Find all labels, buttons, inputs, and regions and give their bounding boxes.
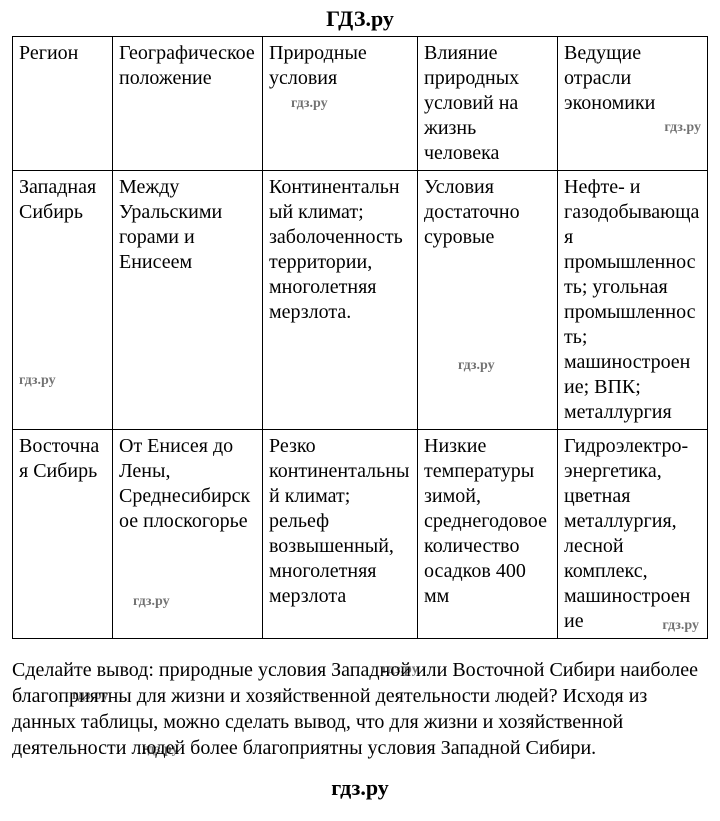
cell-influence: Низкие температуры зимой, среднегодовое … — [418, 430, 558, 639]
col-header-influence: Влияние природных условий на жизнь челов… — [418, 37, 558, 171]
table-header-row: Регион Географическое положение Природны… — [13, 37, 708, 171]
cell-influence: Условия достаточно суровые гдз.ру — [418, 171, 558, 430]
cell-text: Низкие температуры зимой, среднегодовое … — [424, 435, 547, 607]
watermark-text: гдз.ру — [662, 617, 699, 635]
cell-geo: От Енисея до Лены, Среднесибирское плоск… — [113, 430, 263, 639]
page-title: ГДЗ.ру — [12, 6, 708, 32]
cell-text: Гидроэлектро-энергетика, цветная металлу… — [564, 435, 690, 632]
cell-economy: Нефте- и газодобывающая промышленность; … — [558, 171, 708, 430]
conclusion-text: Сделайте вывод: природные условия Западн… — [12, 659, 698, 759]
col-header-label: Природные условия — [269, 42, 367, 89]
table-row: Западная Сибирь гдз.ру Между Уральскими … — [13, 171, 708, 430]
watermark-text: гдз.ру — [458, 357, 495, 375]
cell-text: Континентальный климат; заболоченность т… — [269, 176, 403, 323]
cell-text: Условия достаточно суровые — [424, 176, 520, 248]
col-header-nature: Природные условия гдз.ру — [263, 37, 418, 171]
cell-region: Восточная Сибирь — [13, 430, 113, 639]
cell-text: Резко континентальный климат; рельеф воз… — [269, 435, 409, 607]
cell-text: Между Уральскими горами и Енисеем — [119, 176, 222, 273]
col-header-region: Регион — [13, 37, 113, 171]
col-header-label: Влияние природных условий на жизнь челов… — [424, 42, 519, 164]
watermark-text: гдз.ру — [664, 119, 701, 137]
cell-text: От Енисея до Лены, Среднесибирское плоск… — [119, 435, 250, 532]
cell-geo: Между Уральскими горами и Енисеем — [113, 171, 263, 430]
cell-nature: Континентальный климат; заболоченность т… — [263, 171, 418, 430]
col-header-economy: Ведущие отрасли экономики гдз.ру — [558, 37, 708, 171]
footer-title: гдз.ру — [12, 775, 708, 801]
cell-nature: Резко континентальный климат; рельеф воз… — [263, 430, 418, 639]
cell-text: Западная Сибирь — [19, 176, 96, 223]
cell-text: Восточная Сибирь — [19, 435, 99, 482]
page-root: ГДЗ.ру Регион Географическое положение П… — [0, 0, 720, 821]
watermark-text: гдз.ру — [291, 95, 328, 113]
col-header-geo: Географическое положение — [113, 37, 263, 171]
cell-text: Нефте- и газодобывающая промышленность; … — [564, 176, 699, 423]
cell-region: Западная Сибирь гдз.ру — [13, 171, 113, 430]
col-header-label: Ведущие отрасли экономики — [564, 42, 655, 114]
col-header-label: Географическое положение — [119, 42, 255, 89]
conclusion-block: Сделайте вывод: природные условия Западн… — [12, 657, 708, 761]
watermark-text: гдз.ру — [133, 593, 170, 611]
cell-economy: Гидроэлектро-энергетика, цветная металлу… — [558, 430, 708, 639]
col-header-label: Регион — [19, 42, 78, 64]
table-row: Восточная Сибирь От Енисея до Лены, Сред… — [13, 430, 708, 639]
data-table: Регион Географическое положение Природны… — [12, 36, 708, 639]
watermark-text: гдз.ру — [19, 372, 56, 390]
